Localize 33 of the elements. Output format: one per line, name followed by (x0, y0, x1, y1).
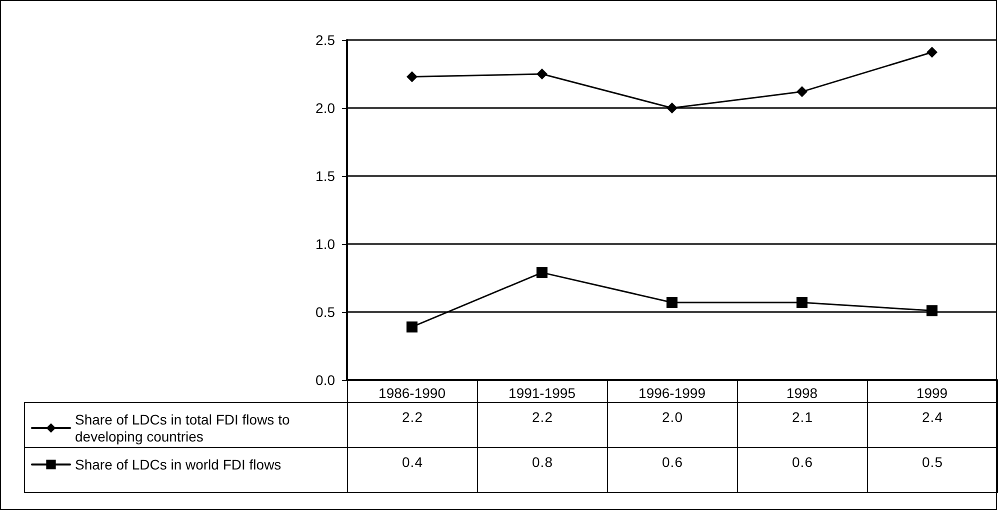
y-tick-label: 0.0 (316, 372, 336, 388)
data-label: 2.2 (347, 402, 478, 448)
legend-label: Share of LDCs in total FDI flows to developing countries (75, 412, 294, 444)
y-tick-label: 1.5 (316, 168, 336, 184)
x-tick-label: 1986-1990 (378, 385, 446, 401)
y-tick-label: 1.0 (316, 236, 336, 252)
point (536, 267, 548, 278)
data-label: 0.4 (347, 447, 478, 493)
point (796, 296, 808, 308)
data-label: 0.6 (607, 447, 738, 493)
point (926, 46, 938, 58)
data-label: 0.8 (477, 447, 608, 493)
x-tick-label: 1996-1999 (638, 385, 706, 401)
x-tick-label: 1991-1995 (508, 385, 576, 401)
point (666, 296, 678, 308)
data-label: 0.6 (737, 447, 868, 493)
data-label: 2.0 (607, 402, 738, 448)
point (926, 305, 938, 316)
data-label: 2.2 (477, 402, 608, 448)
point (406, 321, 418, 332)
data-label: 2.1 (737, 402, 868, 448)
y-tick-label: 2.0 (316, 100, 336, 116)
point (666, 102, 678, 114)
data-label: 2.4 (867, 402, 998, 448)
point (406, 71, 418, 82)
x-tick-label: 1999 (916, 385, 948, 401)
y-tick-label: 2.5 (316, 32, 336, 48)
data-label: 0.5 (867, 447, 998, 493)
y-tick-label: 0.5 (316, 304, 336, 320)
legend-label: Share of LDCs in world FDI flows (75, 456, 282, 472)
point (796, 86, 808, 98)
point (536, 68, 548, 80)
x-tick-label: 1998 (786, 385, 818, 401)
